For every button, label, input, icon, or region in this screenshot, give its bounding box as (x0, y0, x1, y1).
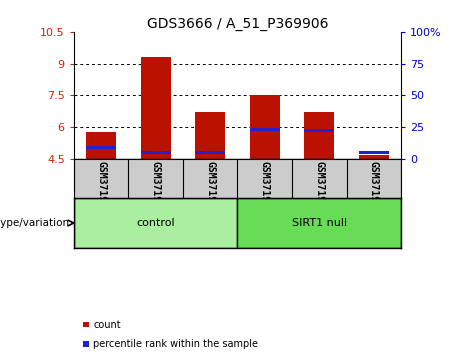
Bar (359, 151, 389, 154)
Bar (141, 57, 171, 159)
Bar (86, 132, 116, 159)
Text: control: control (136, 218, 175, 228)
Text: GSM371991: GSM371991 (260, 161, 270, 213)
Bar (86, 146, 116, 149)
Bar (141, 151, 171, 154)
Text: SIRT1 null: SIRT1 null (292, 218, 347, 228)
Text: GSM371992: GSM371992 (314, 161, 324, 213)
Bar (359, 155, 389, 159)
Bar (195, 151, 225, 154)
Title: GDS3666 / A_51_P369906: GDS3666 / A_51_P369906 (147, 17, 328, 31)
Text: count: count (93, 320, 121, 330)
Bar (195, 112, 225, 159)
Text: GSM371988: GSM371988 (96, 161, 106, 213)
FancyBboxPatch shape (83, 341, 89, 347)
Text: genotype/variation: genotype/variation (0, 218, 69, 228)
Bar (250, 95, 280, 159)
FancyBboxPatch shape (74, 198, 237, 248)
Bar (304, 112, 334, 159)
FancyBboxPatch shape (237, 198, 401, 248)
Bar (250, 128, 280, 131)
Text: GSM371993: GSM371993 (369, 161, 379, 213)
FancyBboxPatch shape (83, 322, 89, 327)
Text: percentile rank within the sample: percentile rank within the sample (93, 339, 258, 349)
Bar (304, 129, 334, 132)
Text: GSM371989: GSM371989 (151, 161, 160, 213)
Text: GSM371990: GSM371990 (205, 161, 215, 213)
